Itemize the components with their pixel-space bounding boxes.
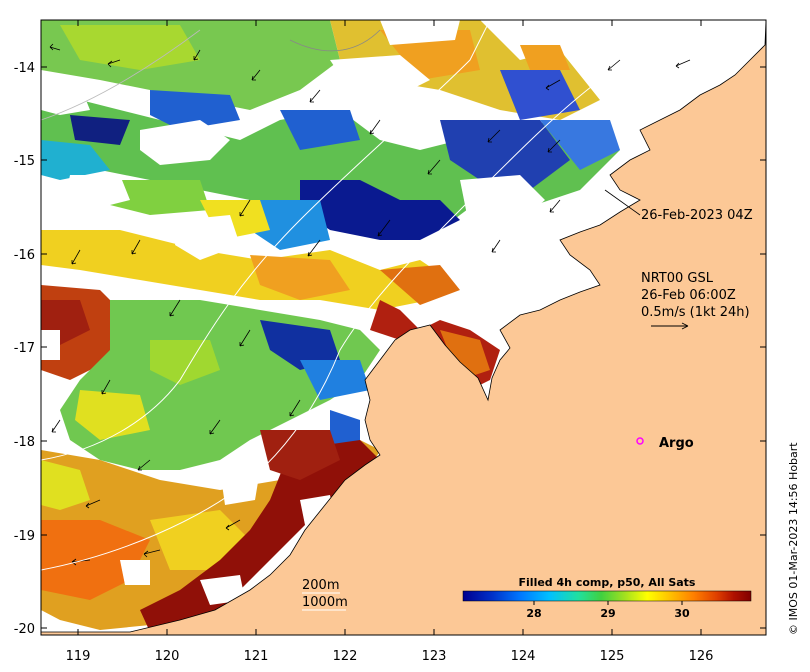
sst-field xyxy=(41,20,620,632)
land-mass xyxy=(41,20,766,635)
x-tick-label: 119 xyxy=(66,649,91,664)
x-tick-label: 122 xyxy=(333,649,358,664)
isobath-contours xyxy=(41,20,601,571)
y-tick-label: -17 xyxy=(14,341,35,356)
current-vector-field xyxy=(49,43,691,566)
sst-colorbar: Filled 4h comp, p50, All Sats 28 29 30 xyxy=(462,576,752,620)
x-tick-label: 125 xyxy=(600,649,625,664)
y-tick-label: -15 xyxy=(14,154,35,169)
colorbar-tick-label: 28 xyxy=(526,607,541,620)
time-label-leader xyxy=(604,189,641,216)
y-tick-label: -19 xyxy=(14,529,35,544)
current-model-time: 26-Feb 06:00Z xyxy=(641,288,736,303)
colorbar-title: Filled 4h comp, p50, All Sats xyxy=(519,576,696,589)
y-axis-ticks xyxy=(41,66,766,629)
isobath-1000-label: 1000m xyxy=(302,595,348,610)
y-tick-label: -14 xyxy=(14,61,35,76)
y-tick-label: -18 xyxy=(14,435,35,450)
credit-text: © IMOS 01-Mar-2023 14:56 Hobart xyxy=(787,442,800,635)
x-tick-label: 123 xyxy=(422,649,447,664)
argo-float-marker xyxy=(636,437,644,445)
y-tick-label: -20 xyxy=(14,622,35,637)
current-scale-arrow xyxy=(651,322,689,330)
image-time-label: 26-Feb-2023 04Z xyxy=(641,208,753,223)
current-scale-label: 0.5m/s (1kt 24h) xyxy=(641,305,750,320)
colorbar-tick-label: 29 xyxy=(600,607,615,620)
argo-label: Argo xyxy=(659,436,694,451)
isobath-200-label: 200m xyxy=(302,578,339,593)
x-axis-ticks xyxy=(77,20,702,635)
x-tick-label: 121 xyxy=(244,649,269,664)
colorbar-tick-label: 30 xyxy=(674,607,690,620)
x-tick-label: 120 xyxy=(155,649,180,664)
map-frame xyxy=(40,19,767,636)
x-tick-label: 124 xyxy=(511,649,536,664)
map-plot-area xyxy=(41,20,766,635)
current-model-title: NRT00 GSL xyxy=(641,271,714,286)
y-tick-label: -16 xyxy=(14,248,35,263)
colorbar-ramp xyxy=(462,590,752,602)
x-tick-label: 126 xyxy=(689,649,714,664)
